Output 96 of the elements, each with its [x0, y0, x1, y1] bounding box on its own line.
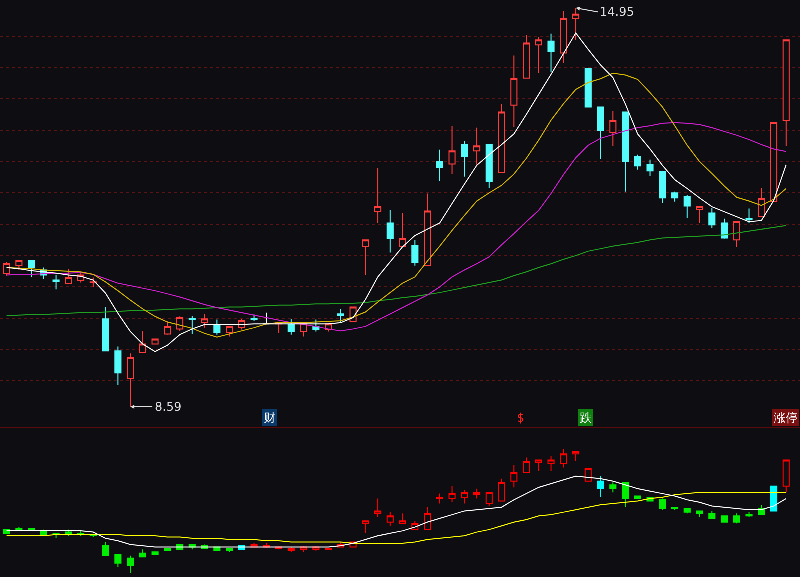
annotation: 跌: [580, 411, 592, 425]
candlestick: [634, 154, 642, 170]
candlestick: [461, 490, 468, 504]
candlestick: [127, 353, 134, 408]
candlestick: [696, 206, 704, 224]
candlestick: [386, 210, 394, 254]
candlestick: [448, 126, 456, 175]
candlestick: [548, 456, 555, 472]
candlestick: [250, 314, 258, 322]
candlestick: [523, 457, 530, 474]
candlestick: [708, 510, 716, 520]
candlestick: [597, 476, 604, 498]
candlestick: [646, 159, 654, 177]
candlestick: [424, 193, 432, 266]
candlestick: [782, 40, 790, 147]
candlestick: [362, 520, 370, 534]
candlestick: [486, 144, 493, 189]
candlestick: [102, 306, 110, 352]
candlestick: [152, 338, 159, 345]
candlestick: [139, 330, 146, 354]
candlestick: [671, 191, 679, 202]
candlestick: [498, 104, 506, 174]
annotation: $: [517, 411, 525, 425]
candlestick: [374, 168, 382, 224]
candlestick: [188, 316, 196, 335]
candlestick: [412, 240, 419, 266]
candlestick: [474, 488, 481, 500]
candlestick: [3, 262, 10, 276]
candlestick: [65, 268, 72, 285]
candlestick: [486, 492, 493, 507]
candlestick: [560, 10, 568, 64]
candlestick: [498, 478, 506, 502]
candlestick: [201, 314, 208, 328]
candlestick: [684, 508, 691, 514]
candlestick: [288, 318, 295, 336]
candlestick: [474, 127, 481, 166]
candlestick: [102, 542, 110, 556]
candlestick: [746, 512, 753, 518]
candlestick: [720, 218, 728, 240]
candlestick: [622, 112, 630, 192]
annotation: 涨停: [774, 411, 798, 425]
candlestick: [634, 496, 642, 500]
candlestick: [436, 493, 444, 504]
candlestick: [510, 464, 518, 488]
candlestick: [610, 110, 617, 147]
candlestick: [622, 482, 630, 508]
candlestick: [424, 506, 432, 530]
candlestick: [16, 260, 23, 271]
candlestick: [733, 513, 740, 524]
candlestick: [572, 451, 580, 462]
candlestick: [584, 468, 592, 482]
candlestick: [720, 516, 728, 523]
candlestick: [758, 188, 766, 218]
candlestick: [114, 346, 122, 386]
candlestick: [386, 512, 394, 527]
candlestick: [584, 68, 592, 108]
candlestick: [535, 460, 542, 472]
candlestick: [733, 221, 740, 248]
candlestick: [746, 208, 753, 224]
candlestick: [610, 482, 617, 494]
annotation: 14.95: [600, 5, 634, 19]
candlestick: [659, 171, 666, 204]
candlestick: [510, 55, 518, 128]
candlestick: [782, 460, 790, 494]
candlestick: [461, 140, 468, 178]
candlestick: [659, 498, 666, 510]
candlestick: [288, 546, 295, 553]
candlestick: [448, 486, 456, 503]
candlestick: [226, 326, 234, 338]
candlestick: [399, 513, 406, 524]
candlestick: [152, 552, 159, 556]
candlestick: [708, 208, 716, 229]
candlestick: [597, 106, 604, 160]
candlestick: [770, 122, 778, 202]
candlestick: [362, 240, 370, 276]
candlestick: [139, 549, 146, 558]
candlestick: [548, 33, 555, 73]
annotation: 财: [264, 411, 276, 425]
candlestick: [164, 548, 172, 552]
candlestick: [16, 526, 23, 530]
annotation: 8.59: [155, 400, 182, 414]
candlestick: [127, 555, 134, 574]
candlestick: [436, 149, 444, 182]
candlestick: [696, 510, 704, 518]
candlestick: [226, 548, 234, 553]
candlestick: [28, 260, 36, 278]
candlestick: [374, 498, 382, 518]
candlestick: [535, 36, 542, 74]
candlestick: [399, 212, 406, 248]
candlestick: [164, 321, 172, 336]
candlestick: [337, 308, 344, 324]
candlestick: [560, 448, 568, 468]
candlestick: [523, 34, 530, 79]
candlestick: [684, 194, 691, 219]
candlestick: [114, 554, 122, 568]
candlestick: [52, 274, 60, 290]
